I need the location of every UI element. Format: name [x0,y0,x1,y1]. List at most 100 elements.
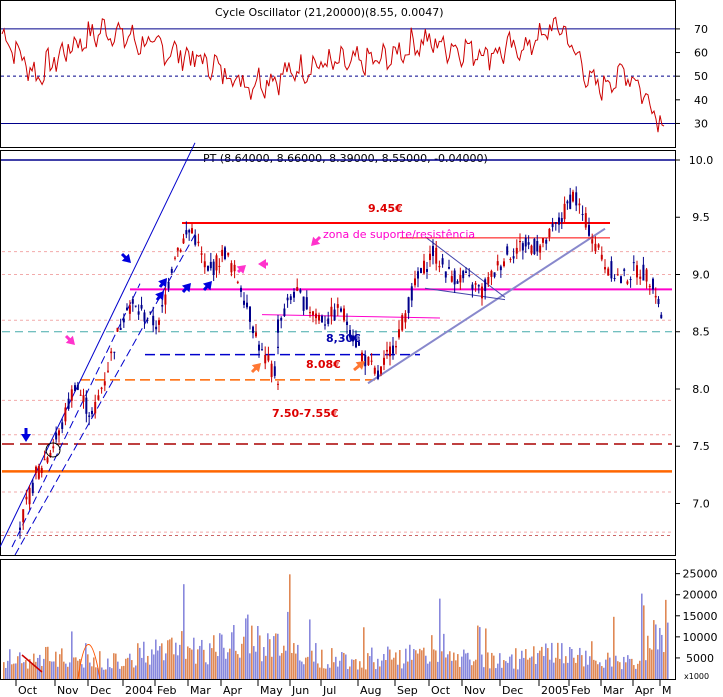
candle [91,407,93,418]
volume-bar [439,598,441,679]
volume-bar [479,627,481,679]
candle-body [367,356,370,366]
orange-arrow-icon [250,363,261,374]
candle [566,199,569,210]
volume-bar [625,662,627,679]
volume-bar [195,663,197,679]
candle-body [660,314,663,319]
volume-bar [635,668,637,679]
volume-bar [607,652,609,679]
volume-bar [435,650,437,679]
volume-bar [539,650,541,679]
volume-bar [401,668,403,679]
candle-body [64,407,67,422]
candle [626,279,629,286]
candle-body [182,238,185,244]
volume-bar [323,668,325,679]
volume-bar [257,626,259,679]
volume-bar [261,661,263,679]
volume-bar [655,624,657,679]
volume-bar [109,667,111,679]
candle [407,296,410,320]
arrow-head [181,283,191,293]
candle [52,438,55,453]
volume-bar [461,656,463,679]
volume-bar [493,655,495,679]
volume-bar [217,656,219,679]
candle-body [386,349,388,352]
candle-body [267,355,270,361]
candle [648,283,651,295]
candle [499,264,502,278]
candle-body [629,279,632,281]
candle-body [346,321,348,326]
volume-tick-label: 15000 [683,610,718,623]
volume-bar [533,646,535,679]
candle-body [632,262,635,264]
candle-body [249,306,251,322]
volume-bar [453,652,455,679]
volume-bar [101,667,103,679]
magenta-arrow-icon [258,259,268,269]
candle [459,267,462,290]
volume-bar [647,635,649,679]
volume-bar [543,656,545,679]
candle-body [349,329,351,338]
candle-body [657,298,660,305]
volume-bar [589,656,591,679]
candle [660,312,663,319]
candle-body [521,243,524,251]
candle-body [512,256,515,259]
candle-body [477,285,480,287]
volume-bar [201,639,203,679]
candle-body [315,313,317,319]
volume-bar [161,643,163,679]
volume-bar [291,652,293,679]
volume-bar [143,641,145,679]
volume-bar [557,642,559,679]
volume-bar [385,660,387,679]
volume-bar [565,656,567,679]
candle-body [401,315,404,331]
volume-bar [265,655,267,679]
osc-tick-label: 30 [694,117,708,130]
candle [481,283,483,306]
x-tick-label: Feb [157,684,176,697]
candle [636,260,638,285]
magenta-short-line [261,314,441,319]
candle [25,489,28,505]
candle-body [441,258,444,265]
volume-bar [275,633,277,679]
candle-body [616,274,619,276]
volume-bar [299,660,301,679]
volume-bar [487,652,489,679]
volume-bar [595,660,597,679]
blue-arrow-icon [202,281,212,291]
candle-body [623,269,626,271]
candle-body [185,230,188,235]
candle [64,402,67,426]
candle [620,275,622,284]
volume-bar [203,649,205,679]
volume-bar [355,659,357,679]
volume-bar [535,663,537,679]
candle [545,238,548,251]
candle-body [548,228,551,237]
volume-bar [373,662,375,679]
candle-body [164,294,167,305]
volume-bar [241,643,243,679]
candle-body [28,487,31,505]
volume-bar [659,627,661,679]
candle-body [607,268,610,276]
blue-arrow-icon [158,278,167,288]
x-tick-label: 2004 [125,684,153,697]
volume-bar [99,651,101,679]
candle [333,303,336,321]
candle-body [74,385,76,392]
candle-body [289,296,292,300]
volume-bar [343,652,345,679]
candle [286,293,289,308]
x-tick-label: Jun [291,684,309,697]
candle-body [140,304,143,309]
candle-body [49,452,52,457]
